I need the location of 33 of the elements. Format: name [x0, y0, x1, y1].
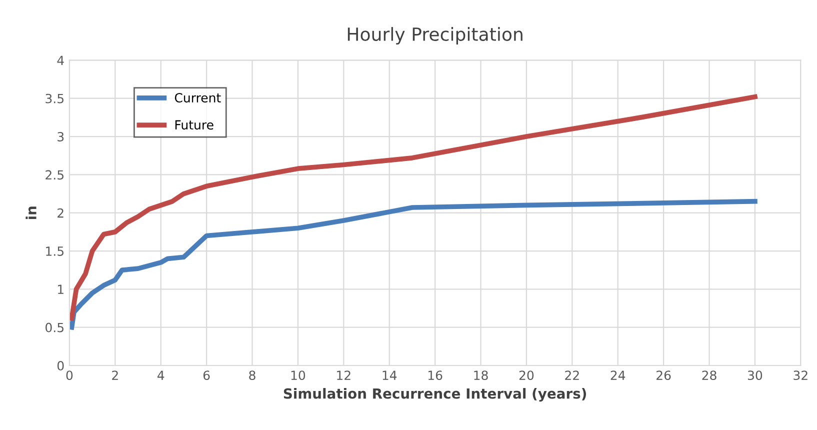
x-axis-title: Simulation Recurrence Interval (years): [284, 388, 586, 402]
line-series: [69, 198, 758, 330]
y-tick-label: 0: [57, 360, 64, 370]
x-tick-label: 24: [610, 370, 626, 380]
x-tick-label: 18: [474, 370, 488, 380]
x-tick-label: 28: [702, 370, 716, 380]
x-tick-label: 32: [794, 370, 808, 380]
y-tick-label: 1: [58, 284, 64, 294]
x-tick-label: 30: [748, 370, 762, 380]
x-tick-label: 4: [157, 370, 164, 380]
y-tick-label: 4: [57, 56, 64, 65]
x-tick-label: 10: [291, 370, 306, 380]
x-tick-label: 20: [519, 370, 534, 380]
x-tick-label: 8: [249, 370, 256, 380]
y-tick-label: 1.5: [46, 246, 64, 256]
chart-title: Hourly Precipitation: [348, 27, 522, 45]
x-tick-label: 12: [337, 370, 350, 380]
x-tick-label: 6: [203, 370, 210, 380]
y-tick-label: 3.5: [46, 94, 64, 104]
legend-label: Current: [174, 93, 221, 102]
x-tick-label: 2: [112, 370, 118, 380]
x-tick-label: 16: [428, 370, 442, 380]
y-tick-label: 2: [58, 208, 64, 218]
x-tick-label: 22: [565, 370, 579, 380]
x-tick-label: 0: [66, 370, 73, 380]
y-axis-title: in: [26, 206, 36, 220]
legend-label: Future: [175, 120, 214, 130]
y-tick-label: 3: [58, 132, 64, 142]
line-series: [69, 94, 758, 321]
y-tick-label: 2.5: [46, 170, 64, 180]
x-tick-label: 14: [382, 370, 397, 380]
x-tick-label: 26: [656, 370, 671, 380]
y-tick-label: 0.5: [46, 322, 64, 332]
